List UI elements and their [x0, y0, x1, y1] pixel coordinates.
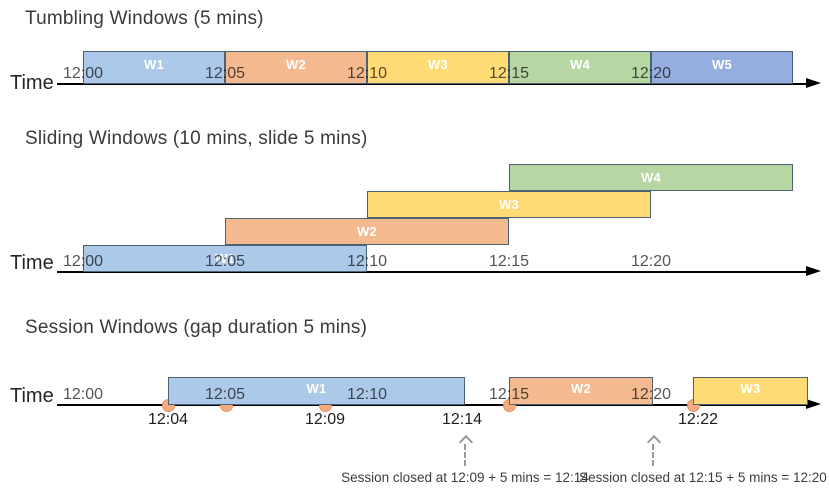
- window-label: W3: [740, 381, 761, 396]
- event-time-label: 12:14: [441, 411, 483, 428]
- sliding-window-box: W1: [83, 245, 367, 272]
- window-label: W2: [285, 57, 307, 72]
- tick-label: 12:15: [488, 386, 530, 403]
- event-time-label: 12:09: [304, 411, 346, 428]
- annotation-arrow-up-icon: [458, 434, 474, 450]
- sliding-axis-arrowhead-icon: [806, 266, 821, 276]
- tumbling-window-box: W5: [651, 51, 793, 84]
- tumbling-window-box: W1: [83, 51, 225, 84]
- tick-label: 12:10: [346, 65, 388, 82]
- session-time-axis: [57, 404, 808, 407]
- window-label: W4: [640, 170, 662, 185]
- tumbling-window-box: W3: [367, 51, 509, 84]
- window-label: W4: [569, 57, 591, 72]
- tumbling-section-title: Tumbling Windows (5 mins): [25, 8, 264, 29]
- event-time-label: 12:22: [677, 411, 719, 428]
- window-label: W5: [711, 57, 733, 72]
- tick-label: 12:05: [204, 253, 246, 270]
- annotation-arrow-line: [464, 444, 466, 466]
- session-time-axis-label: Time: [10, 385, 54, 407]
- tick-label: 12:05: [204, 386, 246, 403]
- window-label: W2: [570, 381, 592, 396]
- sliding-section-title: Sliding Windows (10 mins, slide 5 mins): [25, 128, 368, 149]
- tick-label: 12:10: [346, 253, 388, 270]
- window-label: W3: [427, 57, 449, 72]
- sliding-time-axis-label: Time: [10, 252, 54, 274]
- tumbling-time-axis: [57, 83, 808, 86]
- tick-label: 12:15: [488, 65, 530, 82]
- tumbling-time-axis-label: Time: [10, 72, 54, 94]
- annotation-arrow-line: [652, 444, 654, 466]
- window-label: W1: [214, 251, 236, 266]
- tick-label: 12:20: [630, 386, 672, 403]
- session-window-box: W2: [509, 377, 653, 405]
- session-axis-arrowhead-icon: [806, 399, 821, 409]
- window-label: W1: [306, 381, 327, 396]
- event-time-label: 12:04: [147, 411, 189, 428]
- tick-label: 12:15: [488, 253, 530, 270]
- tumbling-window-box: W4: [509, 51, 651, 84]
- tick-label: 12:00: [62, 65, 104, 82]
- window-label: W1: [143, 57, 165, 72]
- tumbling-axis-arrowhead-icon: [806, 78, 821, 88]
- sliding-window-box: W2: [225, 218, 509, 245]
- sliding-time-axis: [57, 271, 808, 274]
- session-close-annotation: Session closed at 12:09 + 5 mins = 12:14: [341, 470, 589, 485]
- session-section-title: Session Windows (gap duration 5 mins): [25, 317, 368, 338]
- sliding-window-box: W3: [367, 191, 651, 218]
- annotation-arrow-up-icon: [646, 434, 662, 450]
- tick-label: 12:00: [62, 386, 104, 403]
- session-close-annotation: Session closed at 12:15 + 5 mins = 12:20: [579, 470, 827, 485]
- tumbling-window-box: W2: [225, 51, 367, 84]
- tick-label: 12:20: [630, 65, 672, 82]
- tick-label: 12:05: [204, 65, 246, 82]
- session-window-box: W3: [693, 377, 808, 405]
- tick-label: 12:00: [62, 253, 104, 270]
- tick-label: 12:10: [346, 386, 388, 403]
- window-label: W2: [356, 224, 378, 239]
- tick-label: 12:20: [630, 253, 672, 270]
- window-label: W3: [498, 197, 520, 212]
- sliding-window-box: W4: [509, 164, 793, 191]
- session-window-box: W1: [168, 377, 465, 405]
